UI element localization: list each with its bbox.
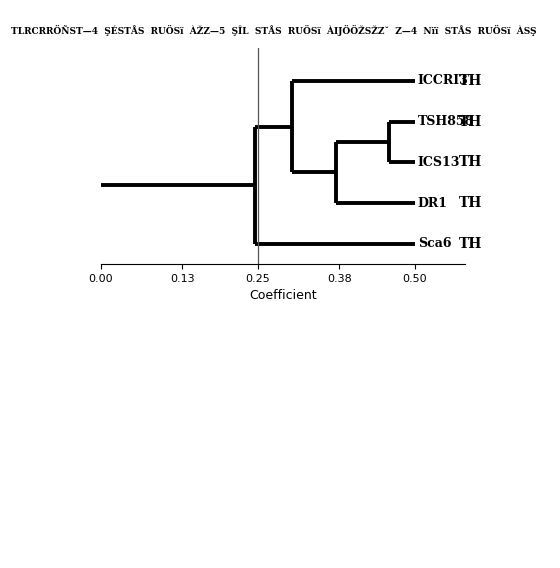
Text: TH: TH <box>459 237 482 250</box>
Text: TH: TH <box>459 115 482 128</box>
Text: ICCRI3: ICCRI3 <box>418 74 469 87</box>
Text: DR1: DR1 <box>418 197 448 210</box>
Text: TLRCRRÖÑST—4  ŞÉSTÅS  RUÖSï  ÀŽZ—5  ŞÎL  STÅS  RUÖSï  ÀĲÖÖŽSŽZˇ  Z—4  Nïï  STÅS : TLRCRRÖÑST—4 ŞÉSTÅS RUÖSï ÀŽZ—5 ŞÎL STÅS… <box>11 24 536 36</box>
Text: TSH858: TSH858 <box>418 115 474 128</box>
Text: TH: TH <box>459 74 482 88</box>
Text: ICS13: ICS13 <box>418 156 460 169</box>
Text: Sca6: Sca6 <box>418 237 451 250</box>
X-axis label: Coefficient: Coefficient <box>249 290 316 302</box>
Text: TH: TH <box>459 196 482 210</box>
Text: TH: TH <box>459 155 482 169</box>
